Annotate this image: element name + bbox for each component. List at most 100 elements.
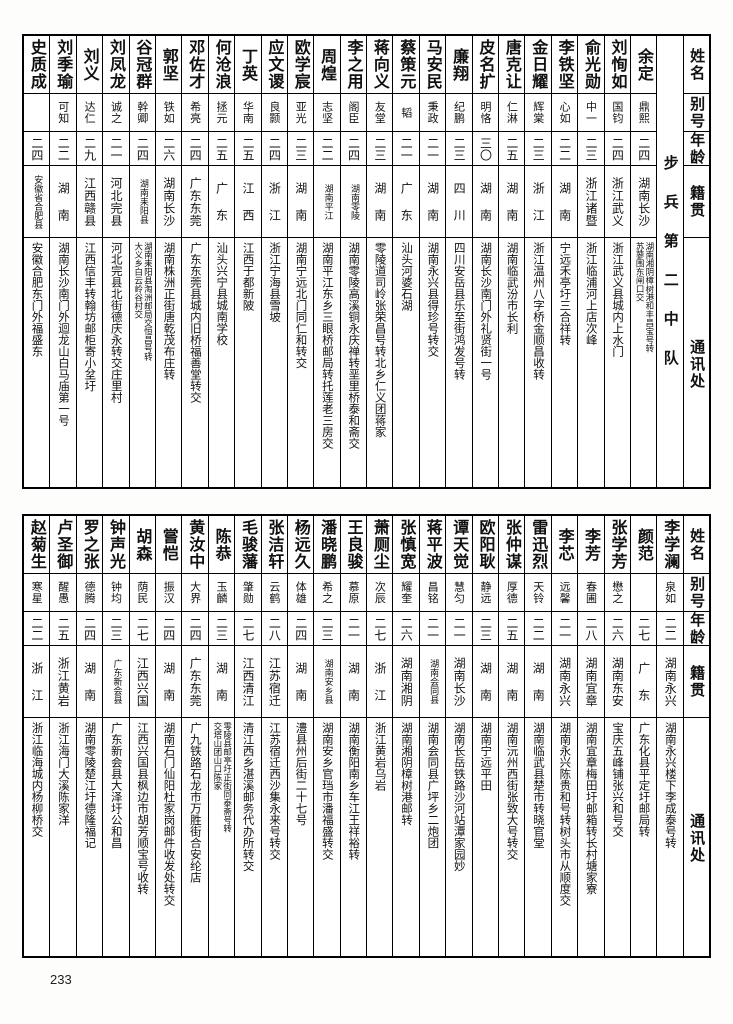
entry-alias: 春圃 <box>578 574 604 612</box>
entry-origin: 四 川 <box>446 166 472 238</box>
entry-alias: 友堂 <box>367 94 393 132</box>
roster-entry-column: 张慎宽 耀奎 二六 湖南湘阴 湖南湘阴樟树港邮转 <box>392 516 419 956</box>
roster-entry-column: 李学澜 泉如 二二 湖南永兴 湖南永兴楼下李成泰号转 <box>656 516 683 956</box>
entry-alias <box>24 94 50 132</box>
entry-alias: 钟均 <box>103 574 129 612</box>
entry-address: 广东东莞县城内旧桥福善堂转交 <box>188 242 203 403</box>
roster-entry-column: 胡森 荫民 二七 江西兴国 江西兴国县枫边市胡芳顺宝号收转 <box>128 516 155 956</box>
entry-name: 邓佐才 <box>182 36 208 94</box>
entry-address: 湖南宜章梅田圩邮箱转长村塘家寮 <box>584 722 599 895</box>
roster-entry-column: 卢圣御 醒愚 二五 浙江黄岩 浙江海门大溪陈家洋 <box>49 516 76 956</box>
entry-alias: 拯元 <box>208 94 235 132</box>
entry-name: 雷迅烈 <box>525 516 551 574</box>
entry-age: 二三 <box>208 612 235 646</box>
entry-origin: 广东新会县 <box>103 646 129 718</box>
entry-age: 二三 <box>314 612 340 646</box>
roster-entry-column: 陈恭 玉麟 二三湖 南零陵县邮亭圩正街同泰斋号转 交塔山团山口陈家 <box>207 516 235 956</box>
entry-age: 二一 <box>446 612 472 646</box>
entry-address: 湖南临武汾市长利 <box>505 242 520 334</box>
entry-address: 湖南耒阳县淘洲邮局交恒昌号转 大义乡白云岭谷村交 <box>132 242 153 361</box>
entry-address: 江西兴国县枫边市胡芳顺宝号收转 <box>136 722 151 895</box>
entry-origin: 湖 南 <box>50 166 76 238</box>
header-name: 姓名 <box>683 36 710 94</box>
entry-alias: 幹卿 <box>129 94 155 132</box>
roster-entry-column: 张仲谋 厚德 二五湖 南湖南沅州西街张致大号转交 <box>498 516 525 956</box>
entry-address: 浙江武义县城内上水门 <box>611 242 626 357</box>
entry-alias: 泉如 <box>657 574 683 612</box>
roster-entry-column: 周煌 志坚 二二 湖南平江 湖南平江东乡三眼桥邮局转托莲老三房交 <box>313 36 340 487</box>
entry-name: 余定 <box>630 36 657 94</box>
entry-address: 清江西乡湛溪邮务代办所转交 <box>241 722 256 872</box>
entry-name: 蔡策元 <box>393 36 419 94</box>
entry-name: 李学澜 <box>657 516 683 574</box>
entry-address: 零陵道司岭张荣昌号转北乡仁义团蒋家 <box>373 242 388 438</box>
roster-entry-column: 刘恂如 国钧 二四 浙江武义 浙江武义县城内上水门 <box>603 36 630 487</box>
entry-name: 罗之张 <box>76 516 103 574</box>
entry-name: 萧厕尘 <box>367 516 393 574</box>
entry-address: 湖南长岳铁路沙河站潭家园妙 <box>452 722 467 872</box>
entry-age: 二六 <box>604 612 630 646</box>
entry-origin: 河北完县 <box>103 166 129 238</box>
entry-name: 张学芳 <box>604 516 630 574</box>
entry-age: 二四 <box>129 132 155 166</box>
entry-address: 湖南平江东乡三眼桥邮局转托莲老三房交 <box>320 242 335 449</box>
entry-alias: 天铃 <box>525 574 551 612</box>
entry-name: 张仲谋 <box>499 516 525 574</box>
entry-origin: 湖南长沙 <box>155 166 182 238</box>
entry-name: 刘恂如 <box>604 36 630 94</box>
header-address: 通讯处 <box>688 813 707 864</box>
entry-age: 二四 <box>24 132 50 166</box>
entry-age: 二二 <box>551 132 578 166</box>
header-name: 姓名 <box>683 516 710 574</box>
entry-alias: 华南 <box>235 94 261 132</box>
roster-entry-column: 蒋向义 友堂 二三湖 南零陵道司岭张荣昌号转北乡仁义团蒋家 <box>366 36 393 487</box>
entry-alias: 醒愚 <box>50 574 76 612</box>
header-age: 年龄 <box>683 612 710 646</box>
entry-address: 澧县州后街二十七号 <box>294 722 309 826</box>
entry-age: 二五 <box>235 132 261 166</box>
entry-name: 郭坚 <box>155 36 182 94</box>
header-origin: 籍贯 <box>683 646 710 718</box>
entry-origin: 湖 南 <box>525 646 551 718</box>
entry-address: 四川安岳县乐至街鸿发号转 <box>452 242 467 380</box>
entry-alias: 秉政 <box>419 94 446 132</box>
entry-origin: 广 东 <box>630 646 657 718</box>
roster-entry-column: 毛骏藩 肇勋 二七 江西清江 清江西乡湛溪邮务代办所转交 <box>234 516 261 956</box>
entry-name: 刘季瑜 <box>50 36 76 94</box>
entry-origin: 江苏宿迁 <box>261 646 287 718</box>
entry-origin: 湖南宜章 <box>578 646 604 718</box>
entry-age: 二七 <box>235 612 261 646</box>
entry-origin: 江西兴国 <box>129 646 155 718</box>
entry-alias: 仁淋 <box>499 94 525 132</box>
entry-alias: 昌铭 <box>419 574 446 612</box>
column-header-column: 姓名 别号 年龄 籍贯 通讯处 <box>682 36 710 487</box>
entry-address: 湖南株洲正街唐乾茂布庄转 <box>162 242 177 380</box>
entry-address: 安徽合肥东门外福盛东 <box>30 242 45 357</box>
entry-name: 黄汝中 <box>182 516 208 574</box>
entry-name: 马安民 <box>419 36 446 94</box>
roster-entry-column: 赵菊生 寒星 二二浙 江浙江临海城内杨柳桥交 <box>24 516 50 956</box>
roster-entry-column: 丁英 华南 二五江 西江西于都新陂 <box>234 36 261 487</box>
roster-entry-column: 廉翔 纪鹏 二三四 川四川安岳县乐至街鸿发号转 <box>445 36 472 487</box>
roster-entry-column: 邓佐才 希亮 二四 广东东莞 广东东莞县城内旧桥福善堂转交 <box>181 36 208 487</box>
entry-name: 李之用 <box>340 36 367 94</box>
entry-address: 湖南临武县楚市转晓官堂 <box>531 722 546 849</box>
entry-alias: 辉棠 <box>525 94 551 132</box>
entry-alias: 韬 <box>393 94 419 132</box>
entry-origin: 湖 南 <box>419 166 446 238</box>
entry-name: 陈恭 <box>208 516 235 574</box>
entry-address: 湖南永兴陈贵和号转树头市从顺度交 <box>558 722 573 906</box>
entry-address: 河北完县北街德庆永转交庄里村 <box>109 242 124 403</box>
entry-address: 湖南安乡官珰市潘福盛转交 <box>320 722 335 860</box>
entry-alias: 寒星 <box>24 574 50 612</box>
entry-origin: 湖 南 <box>340 646 367 718</box>
entry-alias: 阁臣 <box>340 94 367 132</box>
entry-age: 二八 <box>261 612 287 646</box>
roster-entry-column: 欧学宸 亚光 二三湖 南湖南宁远北门同仁和转交 <box>286 36 314 487</box>
entry-alias: 厚德 <box>499 574 525 612</box>
roster-entry-column: 李铁坚 心如 二二湖 南宁远禾亭圩三合祥转 <box>550 36 578 487</box>
entry-alias: 慧匀 <box>446 574 472 612</box>
entry-name: 蒋平波 <box>419 516 446 574</box>
header-address: 通讯处 <box>688 338 707 390</box>
entry-age: 二五 <box>499 612 525 646</box>
